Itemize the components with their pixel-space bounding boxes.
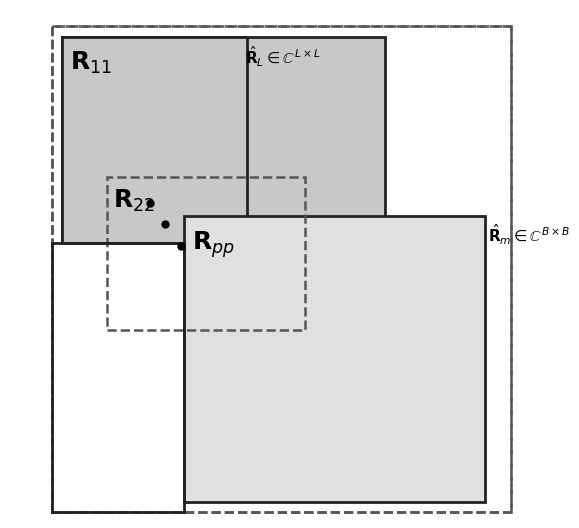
Bar [107,177,305,330]
Bar [52,243,184,512]
Bar [63,37,384,243]
Text: $\hat{\mathbf{R}}_{L} \in \mathbb{C}^{L \times L}$: $\hat{\mathbf{R}}_{L} \in \mathbb{C}^{L … [244,45,320,70]
Text: $\hat{\mathbf{R}}_{m} \in \mathbb{C}^{B \times B}$: $\hat{\mathbf{R}}_{m} \in \mathbb{C}^{B … [488,223,570,247]
Bar [184,216,485,502]
Bar [63,37,247,243]
Text: $\mathbf{R}_{pp}$: $\mathbf{R}_{pp}$ [192,230,234,260]
Bar [52,26,511,512]
Text: $\mathbf{R}_{22}$: $\mathbf{R}_{22}$ [113,187,155,214]
Text: $\mathbf{R}_{11}$: $\mathbf{R}_{11}$ [71,50,112,77]
Bar [52,243,184,512]
